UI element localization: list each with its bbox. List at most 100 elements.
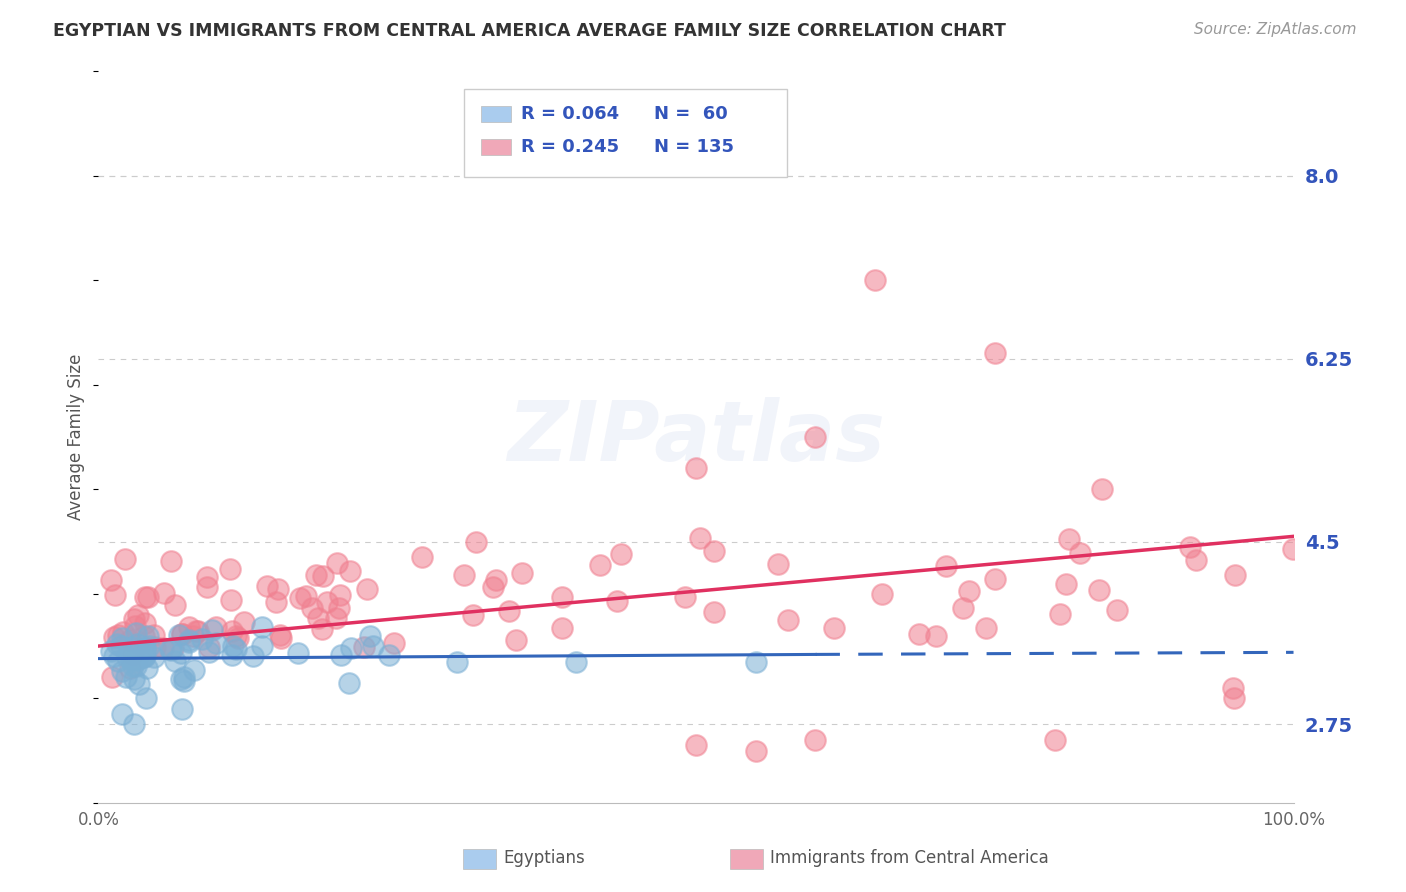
Point (465, 534, 488, 549)
Point (205, 620, 228, 634)
Point (1222, 681, 1244, 695)
Point (1043, 733, 1066, 747)
Point (984, 573, 1007, 587)
Point (132, 629, 155, 643)
Point (907, 627, 929, 641)
Point (127, 652, 149, 666)
Point (111, 706, 134, 721)
Point (136, 590, 159, 604)
Point (1185, 553, 1208, 567)
Point (181, 630, 204, 644)
Point (120, 652, 142, 666)
Point (101, 670, 124, 684)
Point (134, 649, 156, 664)
Text: Egyptians: Egyptians (503, 849, 585, 867)
Point (411, 550, 433, 565)
Point (1049, 607, 1071, 621)
Point (382, 636, 405, 650)
Point (1223, 567, 1246, 582)
Point (100, 644, 122, 658)
Point (125, 626, 148, 640)
Point (485, 574, 508, 588)
Point (225, 642, 247, 657)
Point (201, 624, 224, 638)
Text: Immigrants from Central America: Immigrants from Central America (770, 849, 1049, 867)
Point (186, 624, 208, 638)
Point (163, 598, 186, 612)
Point (160, 643, 183, 657)
Point (135, 691, 157, 706)
Point (124, 717, 146, 731)
Point (339, 675, 360, 690)
Point (339, 641, 361, 656)
Point (218, 562, 240, 576)
Point (510, 566, 533, 580)
Point (804, 733, 827, 747)
Point (111, 665, 134, 679)
Point (330, 648, 353, 663)
Point (134, 641, 156, 656)
Point (173, 670, 195, 684)
Point (221, 624, 243, 639)
Point (1180, 540, 1202, 554)
Point (269, 627, 291, 641)
Point (689, 531, 711, 545)
Point (173, 673, 195, 688)
Point (1282, 541, 1305, 556)
Text: EGYPTIAN VS IMMIGRANTS FROM CENTRAL AMERICA AVERAGE FAMILY SIZE CORRELATION CHAR: EGYPTIAN VS IMMIGRANTS FROM CENTRAL AMER… (53, 22, 1007, 40)
Point (952, 600, 974, 615)
Point (353, 640, 375, 655)
Point (110, 639, 132, 653)
Point (301, 600, 323, 615)
Point (143, 649, 166, 664)
Point (104, 588, 127, 602)
Point (122, 658, 145, 673)
Point (551, 621, 574, 635)
Point (114, 552, 136, 566)
Point (363, 639, 385, 653)
Point (305, 568, 328, 582)
Point (170, 627, 193, 641)
Point (134, 641, 156, 656)
Point (115, 649, 138, 664)
Point (307, 611, 329, 625)
Point (115, 670, 138, 684)
Point (270, 632, 292, 646)
Point (776, 613, 799, 627)
Point (264, 594, 287, 608)
Point (589, 558, 612, 573)
Point (127, 637, 149, 651)
Point (1088, 582, 1111, 597)
Point (105, 636, 128, 650)
Point (505, 633, 527, 648)
Point (356, 582, 378, 596)
Point (252, 620, 274, 634)
Point (325, 610, 347, 624)
Point (804, 430, 827, 444)
Point (134, 590, 156, 604)
Text: R = 0.064: R = 0.064 (520, 105, 619, 123)
Point (453, 567, 475, 582)
Point (824, 621, 846, 635)
Point (498, 604, 520, 618)
Point (685, 461, 707, 475)
Point (204, 636, 226, 650)
Point (170, 646, 193, 660)
Point (935, 558, 957, 573)
Point (198, 645, 221, 659)
Point (1057, 533, 1080, 547)
Point (170, 672, 193, 686)
Point (359, 629, 381, 643)
Point (162, 641, 184, 656)
Point (482, 580, 505, 594)
Point (198, 640, 221, 654)
Point (766, 557, 789, 571)
Point (551, 590, 574, 604)
Point (128, 637, 150, 651)
Point (295, 589, 318, 603)
Point (225, 629, 247, 643)
Point (925, 629, 948, 643)
Point (326, 557, 349, 571)
Point (1107, 603, 1129, 617)
Point (565, 655, 588, 669)
